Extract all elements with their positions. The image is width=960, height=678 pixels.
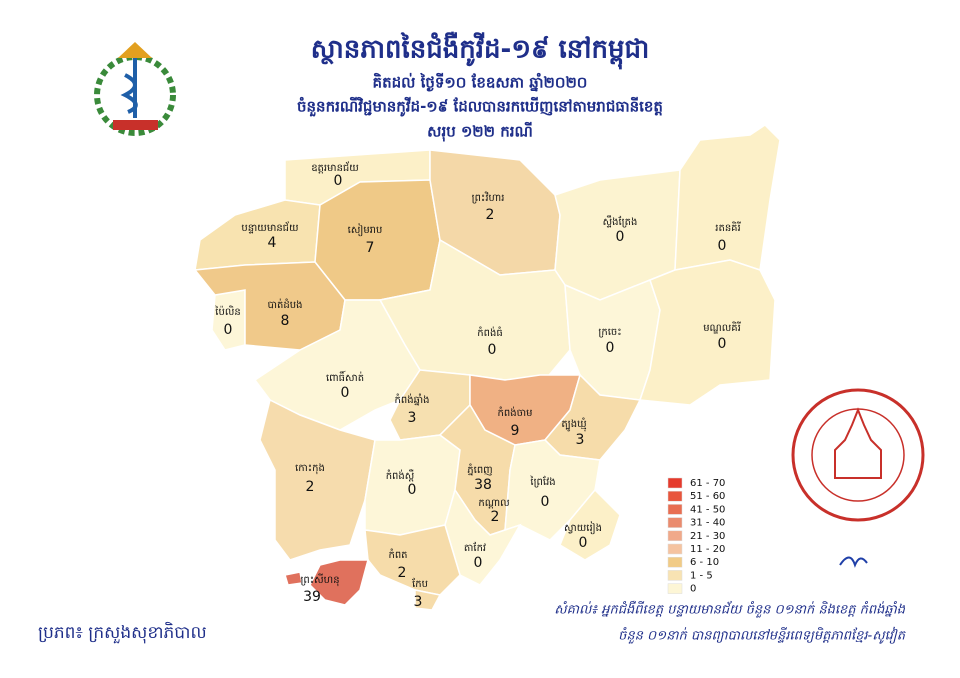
province-value: 0 [334, 173, 343, 189]
legend-label: 31 - 40 [690, 518, 725, 529]
province-name: មណ្ឌលគិរី [703, 321, 741, 334]
province-name: កោះកុង [295, 463, 325, 475]
province-name: ឧត្តរមានជ័យ [311, 161, 359, 174]
province-value: 2 [306, 479, 315, 495]
province-name: សៀមរាប [348, 223, 383, 237]
legend-swatch [667, 570, 683, 581]
legend-swatch [667, 477, 683, 489]
province-value: 0 [718, 336, 727, 352]
province-name: ប៉ៃលិន [214, 305, 240, 318]
legend-swatch [667, 490, 683, 502]
province-value: 2 [486, 207, 495, 223]
province-name: ស្ទឹងត្រែង [603, 215, 638, 228]
province-name: កែប [412, 577, 428, 590]
province-value: 3 [576, 432, 585, 448]
legend-swatch [667, 583, 683, 594]
logo [94, 42, 176, 136]
province-value: 2 [491, 509, 500, 525]
total: សរុប ១២២ ករណី [427, 122, 533, 143]
province-value: 2 [398, 565, 407, 581]
legend-label: 1 - 5 [690, 570, 713, 581]
province-value: 9 [511, 423, 520, 439]
province-value: 0 [488, 342, 497, 358]
province-name: ក្រចេះ [598, 327, 621, 338]
legend-label: 6 - 10 [690, 557, 719, 568]
province-name: កំពត [388, 548, 407, 561]
province-value: 0 [718, 238, 727, 254]
province-name: រតនគិរី [715, 221, 740, 234]
province-name: ភ្នំពេញ [467, 463, 492, 476]
province-value: 7 [366, 240, 375, 256]
province-name: បាត់ដំបង [268, 298, 303, 311]
province-value: 4 [268, 235, 277, 251]
date: គិតដល់ ថ្ងៃទី១០ ខែឧសភា ឆ្នាំ២០២០ [373, 73, 588, 92]
province-value: 0 [224, 322, 233, 338]
province-name: ស្វាយរៀង [564, 521, 602, 535]
province [284, 571, 303, 586]
legend-label: 51 - 60 [690, 491, 725, 502]
province [638, 259, 776, 406]
province [259, 398, 376, 561]
province-value: 0 [341, 385, 350, 401]
subtitle: ចំនួនករណីវិជ្ជមានកូវីដ-១៩ ដែលបានរកឃើញនៅត… [297, 97, 663, 118]
province [414, 589, 442, 611]
province-name: ត្បូងឃ្មុំ [561, 417, 587, 432]
legend-label: 0 [690, 584, 696, 595]
note-line: សំគាល់៖ អ្នកជំងឺពីខេត្ត បន្ទាយមានជ័យ ចំន… [554, 601, 905, 619]
province-value: 39 [303, 589, 321, 605]
province-name: កំពង់ចាម [498, 406, 533, 419]
province-name: កំពង់ធំ [477, 326, 502, 339]
legend-swatch [667, 543, 683, 555]
legend-swatch [667, 517, 683, 528]
province-name: បន្ទាយមានជ័យ [241, 221, 299, 234]
province [314, 179, 441, 301]
province-value: 0 [541, 494, 550, 510]
legend-swatch [667, 504, 683, 515]
legend-label: 41 - 50 [690, 504, 725, 515]
source: ប្រភព៖ ក្រសួងសុខាភិបាល [38, 621, 207, 644]
legend-label: 21 - 30 [690, 531, 725, 542]
legend-label: 61 - 70 [690, 478, 725, 489]
province-value: 0 [408, 482, 417, 498]
province-name: ព្រះសីហនុ [300, 573, 339, 587]
province [309, 559, 369, 606]
province-value: 0 [616, 229, 625, 245]
province-value: 3 [408, 410, 417, 426]
province-name: កណ្ដាល [478, 498, 510, 509]
province-name: ព្រះវិហារ [472, 191, 505, 204]
province-value: 38 [474, 477, 492, 493]
title: ស្ថានភាពនៃជំងឺកូវីដ-១៩ នៅកម្ពុជា [311, 32, 650, 70]
province [559, 488, 621, 561]
province-name: កំពង់ឆ្នាំង [395, 393, 430, 406]
province-name: តាកែវ [464, 541, 486, 554]
province-value: 8 [281, 313, 290, 329]
province-value: 0 [474, 555, 483, 571]
province-name: ពោធិ៍សាត់ [326, 370, 364, 384]
province-value: 0 [606, 340, 615, 356]
stamp [791, 388, 925, 522]
province-name: កំពង់ស្ពឺ [386, 469, 415, 482]
legend-label: 11 - 20 [690, 544, 725, 555]
province-value: 3 [414, 594, 423, 610]
province-value: 0 [579, 535, 588, 551]
province-name: ព្រៃវែង [529, 475, 555, 488]
legend-swatch [667, 556, 683, 568]
province [444, 488, 522, 586]
signature [839, 556, 868, 568]
legend: 61 - 70 51 - 60 41 - 50 31 - 40 21 - 30 11 - … [667, 477, 725, 595]
note-line: ចំនួន ០១នាក់ បានព្យាបាលនៅមន្ទីរពេទ្យមិត្… [618, 627, 907, 645]
map: ឧត្តរមានជ័យ0បន្ទាយមានជ័យ4សៀមរាប7ព្រះវិហា… [193, 124, 781, 611]
legend-swatch [667, 530, 683, 542]
